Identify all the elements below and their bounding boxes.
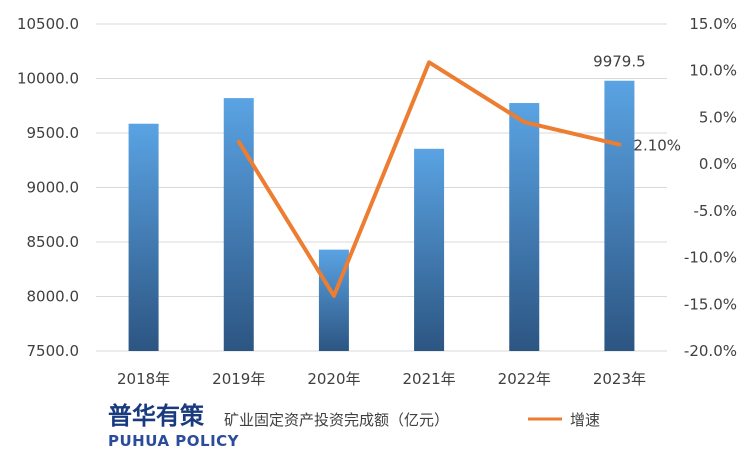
y-left-tick-label: 9500.0 (27, 124, 80, 142)
legend-line-label: 增速 (570, 411, 600, 429)
bar (128, 123, 159, 351)
growth-point (522, 120, 526, 124)
y-right-tick-label: 15.0% (689, 15, 737, 33)
y-right-tick-label: 10.0% (689, 62, 737, 80)
y-right-tick-label: -15.0% (684, 295, 737, 313)
y-left-tick-label: 9000.0 (27, 179, 80, 197)
x-tick-label: 2023年 (593, 370, 646, 388)
y-left-tick-label: 8500.0 (27, 233, 80, 251)
growth-point (427, 60, 431, 64)
bar (223, 98, 254, 352)
x-axis: 2018年 2019年 2020年 2021年 2022年 2023年 (117, 370, 646, 388)
x-tick-label: 2018年 (117, 370, 170, 388)
puhua-logo: 普华有策 PUHUA POLICY (104, 398, 240, 452)
legend-bar-label: 矿业固定资产投资完成额（亿元） (224, 411, 449, 429)
gridlines (96, 23, 667, 352)
bar-series (128, 80, 635, 352)
bar (414, 148, 445, 351)
x-tick-label: 2019年 (212, 370, 265, 388)
y-left-tick-label: 8000.0 (27, 288, 80, 306)
y-right-tick-label: -5.0% (693, 202, 737, 220)
data-label: 9979.5 (593, 53, 646, 71)
y-right-tick-label: 0.0% (699, 155, 737, 173)
y-left-tick-label: 7500.0 (27, 342, 80, 360)
y-left-tick-label: 10500.0 (17, 15, 79, 33)
legend: 矿业固定资产投资完成额（亿元） 增速 (206, 411, 600, 429)
data-label: 2.10% (633, 137, 681, 155)
growth-point (617, 143, 621, 147)
x-tick-label: 2020年 (307, 370, 360, 388)
growth-point (332, 294, 336, 298)
bar (604, 80, 635, 351)
y-axis-left: 7500.0 8000.0 8500.0 9000.0 9500.0 10000.0 105… (17, 15, 79, 360)
y-left-tick-label: 10000.0 (17, 70, 79, 88)
line-series (236, 60, 622, 298)
x-tick-label: 2022年 (498, 370, 551, 388)
y-axis-right: -20.0% -15.0% -10.0% -5.0% 0.0% 5.0% 10.0% 15.0… (684, 15, 737, 360)
logo-english: PUHUA POLICY (108, 432, 240, 450)
y-right-tick-label: -20.0% (684, 342, 737, 360)
data-labels: 9979.5 2.10% (593, 53, 681, 155)
x-tick-label: 2021年 (402, 370, 455, 388)
logo-chinese: 普华有策 (108, 402, 205, 430)
growth-point (237, 140, 241, 144)
y-right-tick-label: 5.0% (699, 108, 737, 126)
bar (509, 103, 540, 352)
y-right-tick-label: -10.0% (684, 249, 737, 267)
